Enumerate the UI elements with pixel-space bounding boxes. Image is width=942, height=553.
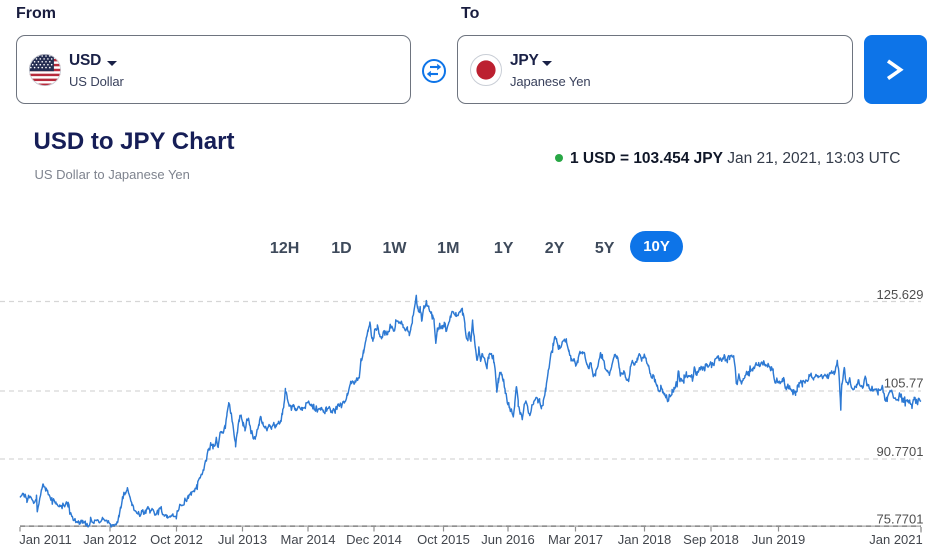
svg-text:Jan 2021: Jan 2021: [869, 532, 923, 547]
svg-text:Jun 2019: Jun 2019: [752, 532, 806, 547]
svg-text:Mar 2017: Mar 2017: [548, 532, 603, 547]
svg-text:Oct 2012: Oct 2012: [150, 532, 203, 547]
svg-text:Dec 2014: Dec 2014: [346, 532, 402, 547]
svg-text:90.7701: 90.7701: [877, 444, 924, 459]
svg-text:Jan 2012: Jan 2012: [83, 532, 137, 547]
svg-text:125.629: 125.629: [877, 287, 924, 302]
svg-text:105.77: 105.77: [884, 376, 924, 391]
svg-text:Oct 2015: Oct 2015: [417, 532, 470, 547]
svg-text:Jan 2011: Jan 2011: [19, 532, 72, 547]
svg-text:Jul 2013: Jul 2013: [218, 532, 267, 547]
svg-text:Mar 2014: Mar 2014: [281, 532, 336, 547]
svg-text:Jan 2018: Jan 2018: [618, 532, 672, 547]
svg-text:Jun 2016: Jun 2016: [481, 532, 535, 547]
svg-text:75.7701: 75.7701: [877, 512, 924, 527]
svg-text:Sep 2018: Sep 2018: [683, 532, 739, 547]
